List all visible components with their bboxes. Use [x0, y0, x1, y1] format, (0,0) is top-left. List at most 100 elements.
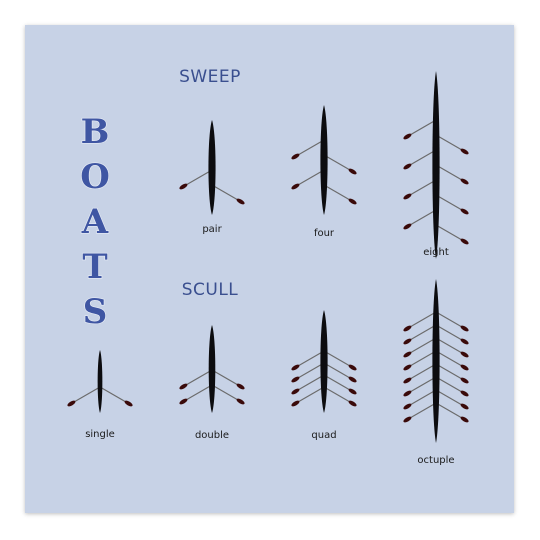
double-label: double: [195, 430, 229, 441]
octuple-row-3-starboard-oar: [435, 337, 465, 356]
four-row-3-blade: [291, 183, 300, 190]
octuple-row-8-port-blade: [403, 416, 412, 423]
poster-background: [25, 25, 514, 513]
double-row-2-port-oar: [183, 384, 213, 403]
quad-row-4-starboard-blade: [348, 400, 357, 407]
quad-row-2-port-blade: [291, 376, 300, 383]
octuple-row-6-starboard-blade: [460, 390, 469, 397]
quad-row-2-port-oar: [295, 362, 325, 381]
eight-row-4-blade: [460, 178, 469, 185]
scull-title: SCULL: [182, 280, 239, 300]
pair-row-1-blade: [179, 183, 188, 190]
octuple-row-1-starboard-oar: [435, 311, 465, 330]
eight-row-1-oar: [407, 119, 437, 138]
eight-row-5-oar: [407, 179, 437, 198]
octuple-row-1-port-oar: [407, 311, 437, 330]
octuple-row-3-port-oar: [407, 337, 437, 356]
octuple-row-6-port-oar: [407, 376, 437, 395]
octuple-row-5-port-blade: [403, 377, 412, 384]
pair-row-2-blade: [236, 198, 245, 205]
double-row-2-starboard-blade: [236, 398, 245, 405]
octuple-row-5-port-oar: [407, 363, 437, 382]
octuple-row-3-port-blade: [403, 351, 412, 358]
octuple-row-6-port-blade: [403, 390, 412, 397]
single-row-1-port-oar: [71, 386, 101, 405]
boat-four: four: [291, 105, 357, 239]
octuple-row-8-starboard-oar: [435, 402, 465, 421]
eight-row-4-oar: [435, 164, 465, 183]
four-row-4-oar: [323, 184, 353, 203]
eight-row-7-blade: [403, 223, 412, 230]
four-hull: [320, 105, 328, 215]
four-row-1-oar: [295, 139, 325, 158]
boat-octuple: octuple: [403, 279, 469, 466]
quad-row-1-starboard-oar: [323, 350, 353, 369]
octuple-row-4-starboard-blade: [460, 364, 469, 371]
double-row-1-starboard-blade: [236, 383, 245, 390]
octuple-label: octuple: [417, 455, 454, 466]
sweep-title: SWEEP: [179, 67, 241, 87]
octuple-row-7-starboard-blade: [460, 403, 469, 410]
eight-row-6-blade: [460, 208, 469, 215]
boats-letter-a: A: [81, 202, 109, 242]
eight-row-6-oar: [435, 194, 465, 213]
single-hull: [97, 350, 103, 413]
double-hull: [208, 325, 216, 413]
pair-label: pair: [202, 224, 222, 235]
octuple-row-4-starboard-oar: [435, 350, 465, 369]
eight-label: eight: [423, 247, 449, 258]
octuple-row-1-port-blade: [403, 325, 412, 332]
quad-row-4-starboard-oar: [323, 386, 353, 405]
four-row-2-blade: [348, 168, 357, 175]
boat-pair: pair: [179, 120, 245, 235]
octuple-row-2-port-oar: [407, 324, 437, 343]
single-label: single: [85, 429, 115, 440]
eight-row-3-oar: [407, 149, 437, 168]
octuple-row-2-port-blade: [403, 338, 412, 345]
octuple-row-7-port-blade: [403, 403, 412, 410]
double-row-2-starboard-oar: [211, 384, 241, 403]
quad-row-1-port-oar: [295, 350, 325, 369]
octuple-row-4-port-blade: [403, 364, 412, 371]
quad-row-3-port-oar: [295, 374, 325, 393]
eight-row-8-oar: [435, 224, 465, 243]
single-row-1-port-blade: [67, 400, 76, 407]
octuple-row-5-starboard-oar: [435, 363, 465, 382]
octuple-row-8-port-oar: [407, 402, 437, 421]
boats-letter-o: O: [80, 157, 110, 197]
four-row-1-blade: [291, 153, 300, 160]
quad-row-3-starboard-blade: [348, 388, 357, 395]
pair-row-2-oar: [211, 184, 241, 203]
quad-row-2-starboard-blade: [348, 376, 357, 383]
double-row-1-port-blade: [179, 383, 188, 390]
single-row-1-starboard-oar: [99, 386, 129, 405]
single-row-1-starboard-blade: [124, 400, 133, 407]
octuple-row-7-starboard-oar: [435, 389, 465, 408]
octuple-row-4-port-oar: [407, 350, 437, 369]
four-row-2-oar: [323, 154, 353, 173]
quad-row-3-starboard-oar: [323, 374, 353, 393]
octuple-row-1-starboard-blade: [460, 325, 469, 332]
double-row-1-port-oar: [183, 369, 213, 388]
eight-row-2-blade: [460, 148, 469, 155]
four-row-4-blade: [348, 198, 357, 205]
quad-row-4-port-blade: [291, 400, 300, 407]
octuple-row-2-starboard-blade: [460, 338, 469, 345]
octuple-row-5-starboard-blade: [460, 377, 469, 384]
pair-row-1-oar: [183, 169, 213, 188]
four-row-3-oar: [295, 169, 325, 188]
quad-row-1-starboard-blade: [348, 364, 357, 371]
quad-label: quad: [311, 430, 336, 441]
quad-row-1-port-blade: [291, 364, 300, 371]
octuple-row-7-port-oar: [407, 389, 437, 408]
double-row-2-port-blade: [179, 398, 188, 405]
boat-quad: quad: [291, 310, 357, 441]
quad-row-2-starboard-oar: [323, 362, 353, 381]
eight-row-1-blade: [403, 133, 412, 140]
octuple-row-6-starboard-oar: [435, 376, 465, 395]
eight-row-8-blade: [460, 238, 469, 245]
quad-row-3-port-blade: [291, 388, 300, 395]
